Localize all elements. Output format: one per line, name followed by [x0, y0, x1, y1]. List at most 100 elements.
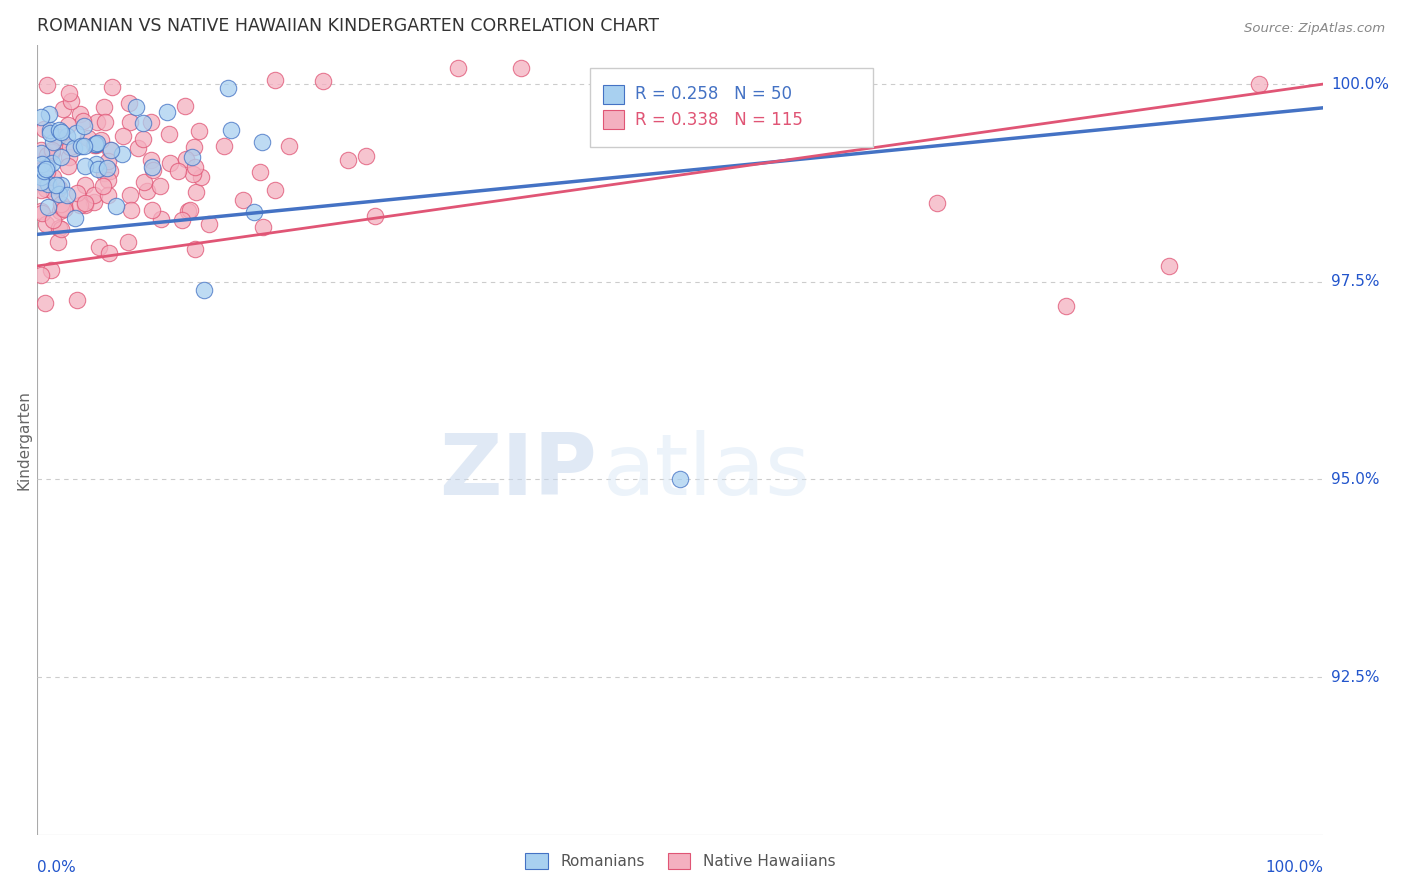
Point: [217, 80, 239, 95]
Point: [58, 150, 80, 164]
Point: [51, 202, 73, 216]
Point: [39, 122, 62, 136]
Point: [264, 183, 287, 197]
Point: [48, 220, 70, 235]
Point: [83, 187, 105, 202]
Point: [87, 240, 110, 254]
Point: [111, 147, 134, 161]
Point: [190, 169, 212, 184]
Point: [30, 145, 52, 160]
Point: [87, 161, 110, 176]
Point: [166, 164, 188, 178]
Point: [193, 283, 215, 297]
Point: [174, 99, 197, 113]
Point: [65, 126, 87, 140]
Text: ROMANIAN VS NATIVE HAWAIIAN KINDERGARTEN CORRELATION CHART: ROMANIAN VS NATIVE HAWAIIAN KINDERGARTEN…: [37, 17, 659, 35]
Text: Source: ZipAtlas.com: Source: ZipAtlas.com: [1244, 22, 1385, 36]
Point: [120, 203, 142, 218]
Point: [96, 173, 118, 187]
Point: [69, 197, 91, 211]
Point: [139, 153, 162, 167]
Point: [63, 211, 86, 226]
Point: [46, 130, 69, 145]
Point: [30, 268, 52, 282]
Point: [70, 139, 93, 153]
Text: 92.5%: 92.5%: [1331, 670, 1379, 685]
Point: [46, 235, 69, 249]
Point: [72, 119, 94, 133]
Point: [141, 202, 163, 217]
Point: [219, 123, 242, 137]
Point: [249, 165, 271, 179]
Point: [62, 141, 84, 155]
Point: [35, 161, 58, 175]
Point: [180, 150, 202, 164]
Point: [49, 197, 72, 211]
Point: [446, 62, 468, 76]
Point: [232, 193, 254, 207]
Point: [34, 161, 56, 176]
Point: [183, 140, 205, 154]
Point: [197, 217, 219, 231]
Point: [1054, 299, 1077, 313]
Point: [111, 128, 134, 143]
Text: 95.0%: 95.0%: [1331, 472, 1379, 487]
Point: [42, 169, 65, 184]
Point: [90, 133, 112, 147]
FancyBboxPatch shape: [591, 69, 873, 147]
Point: [155, 105, 177, 120]
Text: 100.0%: 100.0%: [1265, 860, 1323, 875]
Point: [179, 202, 201, 217]
Point: [51, 222, 73, 236]
Point: [157, 127, 180, 141]
Point: [141, 161, 163, 175]
Point: [174, 152, 197, 166]
Point: [336, 153, 359, 168]
Point: [84, 137, 107, 152]
Point: [42, 185, 65, 199]
Point: [73, 178, 96, 192]
Point: [98, 164, 121, 178]
Point: [97, 154, 120, 169]
Legend: Romanians, Native Hawaiians: Romanians, Native Hawaiians: [519, 847, 841, 875]
Point: [35, 182, 58, 196]
Point: [118, 115, 141, 129]
Point: [172, 213, 194, 227]
Point: [39, 126, 62, 140]
Point: [41, 145, 63, 159]
Point: [98, 143, 121, 157]
Point: [125, 100, 148, 114]
Point: [93, 100, 115, 114]
Point: [120, 188, 142, 202]
Point: [30, 204, 52, 219]
Text: 97.5%: 97.5%: [1331, 274, 1379, 289]
Text: 0.0%: 0.0%: [37, 860, 76, 875]
Point: [97, 187, 120, 202]
Point: [35, 170, 58, 185]
Point: [84, 136, 107, 151]
Point: [264, 72, 287, 87]
Point: [37, 177, 59, 191]
Point: [56, 129, 79, 144]
Point: [100, 143, 122, 157]
Point: [252, 220, 274, 235]
Point: [184, 186, 207, 200]
Point: [58, 86, 80, 100]
Point: [48, 186, 70, 201]
Point: [49, 178, 72, 193]
Text: R = 0.258   N = 50: R = 0.258 N = 50: [636, 86, 792, 103]
Point: [252, 136, 274, 150]
Point: [31, 155, 53, 169]
Point: [149, 211, 172, 226]
Point: [49, 150, 72, 164]
FancyBboxPatch shape: [603, 111, 623, 129]
Point: [127, 141, 149, 155]
Text: 100.0%: 100.0%: [1331, 77, 1389, 92]
Point: [30, 183, 52, 197]
Point: [86, 114, 108, 128]
Point: [51, 125, 73, 139]
Point: [38, 107, 60, 121]
Point: [55, 188, 77, 202]
Point: [35, 217, 58, 231]
Point: [311, 73, 333, 87]
